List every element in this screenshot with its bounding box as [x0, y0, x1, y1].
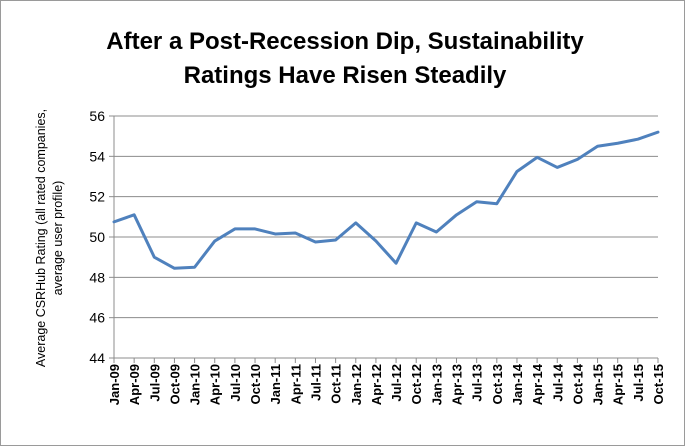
y-axis-label-line-2: average user profile): [51, 181, 65, 296]
x-tick-label-Apr-09: Apr-09: [127, 364, 142, 405]
y-tick-label-52: 52: [89, 189, 105, 205]
y-tick-label-46: 46: [89, 310, 105, 326]
gridlines: [114, 115, 658, 319]
data-point-Jul-11: [313, 240, 317, 244]
y-axis-ticks: 44 46 48 50 52 54 56: [89, 108, 114, 366]
y-tick-label-44: 44: [89, 350, 105, 366]
data-point-Oct-12: [414, 221, 418, 225]
x-tick-label-Jul-11: Jul-11: [308, 364, 323, 401]
x-tick-label-Jul-13: Jul-13: [470, 364, 485, 402]
y-axis-label: Average CSRHub Rating (all rated compani…: [34, 109, 65, 367]
x-tick-label-Oct-11: Oct-11: [329, 364, 344, 404]
data-point-Oct-11: [334, 238, 338, 242]
y-tick-label-48: 48: [89, 269, 105, 285]
y-tick-label-56: 56: [89, 108, 105, 124]
x-tick-label-Oct-12: Oct-12: [409, 364, 424, 404]
x-tick-label-Jan-10: Jan-10: [188, 364, 203, 405]
chart-title: After a Post-Recession Dip, Sustainabili…: [106, 28, 584, 89]
series-line: [112, 130, 660, 270]
x-tick-label-Oct-13: Oct-13: [490, 364, 505, 404]
data-point-Apr-09: [132, 213, 136, 217]
data-point-Jul-15: [636, 137, 640, 141]
x-tick-label-Jan-09: Jan-09: [107, 364, 122, 405]
x-tick-label-Apr-11: Apr-11: [288, 364, 303, 404]
data-point-Jul-12: [394, 261, 398, 265]
x-axis-ticks: Jan-09 Apr-09 Jul-09 Oct-09 Jan-10 Apr-10 Jul-…: [107, 358, 666, 405]
x-tick-label-Oct-09: Oct-09: [167, 364, 182, 404]
y-tick-label-50: 50: [89, 229, 105, 245]
data-point-Jul-13: [475, 200, 479, 204]
x-tick-label-Oct-15: Oct-15: [651, 364, 666, 404]
x-tick-label-Apr-12: Apr-12: [369, 364, 384, 405]
data-point-Oct-10: [253, 227, 257, 231]
data-point-Apr-15: [616, 141, 620, 145]
x-tick-label-Apr-10: Apr-10: [208, 364, 223, 405]
chart-title-line-1: After a Post-Recession Dip, Sustainabili…: [106, 28, 584, 55]
data-point-Jan-11: [273, 232, 277, 236]
x-tick-label-Jul-12: Jul-12: [389, 364, 404, 402]
x-tick-label-Apr-13: Apr-13: [450, 364, 465, 405]
x-tick-label-Apr-15: Apr-15: [611, 364, 626, 405]
data-point-Oct-13: [495, 202, 499, 206]
data-point-Jul-10: [233, 227, 237, 231]
data-point-Jan-15: [596, 144, 600, 148]
data-point-Jul-09: [152, 255, 156, 259]
data-point-Apr-11: [293, 231, 297, 235]
x-tick-label-Jan-14: Jan-14: [510, 363, 525, 405]
data-point-Jul-14: [555, 165, 559, 169]
data-point-Jan-10: [193, 265, 197, 269]
x-tick-label-Jul-09: Jul-09: [147, 364, 162, 402]
data-point-Jan-13: [434, 230, 438, 234]
y-tick-label-54: 54: [89, 148, 105, 164]
data-point-Apr-14: [535, 155, 539, 159]
data-point-Oct-15: [656, 130, 660, 134]
x-tick-label-Jan-13: Jan-13: [429, 364, 444, 405]
data-point-Apr-12: [374, 239, 378, 243]
data-point-Jan-12: [354, 221, 358, 225]
data-point-Jan-14: [515, 169, 519, 173]
x-tick-label-Jul-10: Jul-10: [228, 364, 243, 402]
x-tick-label-Jan-15: Jan-15: [591, 364, 606, 405]
x-tick-label-Jul-15: Jul-15: [631, 364, 646, 402]
chart-title-line-2: Ratings Have Risen Steadily: [184, 62, 507, 89]
data-point-Apr-13: [455, 213, 459, 217]
data-point-Apr-10: [213, 239, 217, 243]
x-tick-label-Jul-14: Jul-14: [550, 363, 565, 401]
x-tick-label-Jan-11: Jan-11: [268, 364, 283, 404]
data-point-Jan-09: [112, 220, 116, 224]
series: [112, 130, 660, 270]
x-tick-label-Jan-12: Jan-12: [349, 364, 364, 405]
x-tick-label-Apr-14: Apr-14: [530, 363, 545, 405]
data-point-Oct-09: [172, 266, 176, 270]
x-tick-label-Oct-14: Oct-14: [570, 363, 585, 404]
y-axis-label-line-1: Average CSRHub Rating (all rated compani…: [34, 109, 48, 367]
data-point-Oct-14: [575, 157, 579, 161]
x-tick-label-Oct-10: Oct-10: [248, 364, 263, 404]
